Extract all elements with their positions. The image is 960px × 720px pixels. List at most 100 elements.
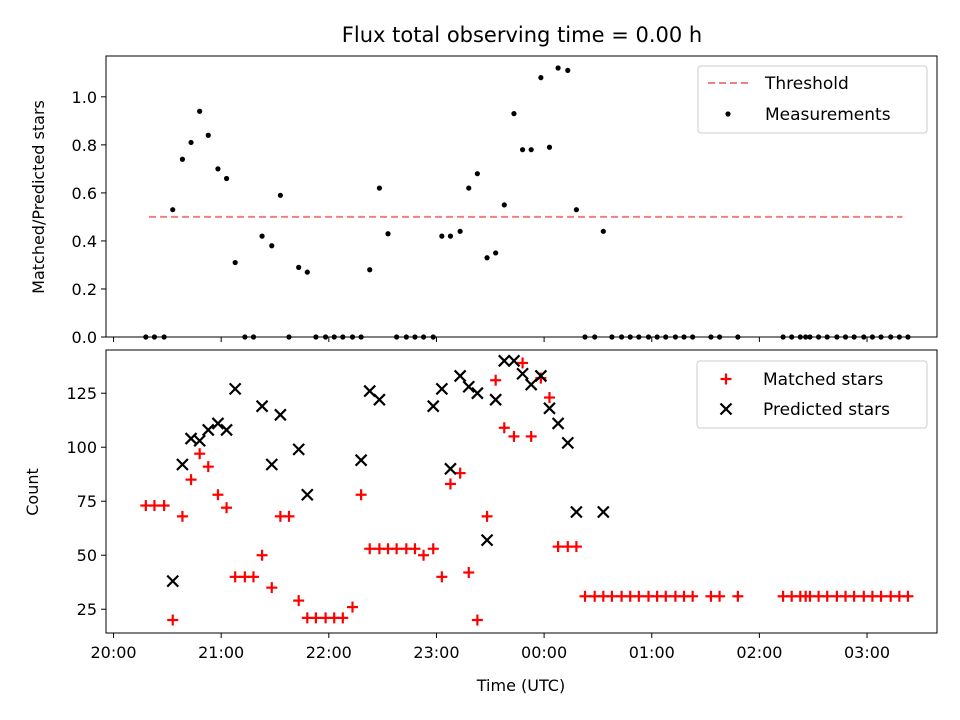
predicted-star-point [426, 399, 440, 413]
x-tick-label: 01:00 [629, 643, 675, 662]
legend-measurement-label: Measurements [765, 105, 891, 125]
matched-star-point [202, 461, 214, 473]
matched-star-point [875, 590, 887, 602]
top-y-tick-label: 1.0 [72, 88, 97, 107]
matched-star-point [525, 430, 537, 442]
top-y-tick-label: 0.4 [72, 232, 97, 251]
matched-star-point [364, 543, 376, 555]
measurement-point [215, 166, 221, 172]
matched-star-point [418, 549, 430, 561]
measurement-point [179, 156, 186, 162]
measurement-point [565, 67, 571, 74]
measurement-point [511, 111, 517, 117]
measurement-point [259, 233, 265, 239]
predicted-star-point [444, 462, 457, 476]
x-tick-label: 00:00 [521, 643, 567, 662]
predicted-star-point [292, 443, 305, 456]
top-y-tick-label: 0.2 [72, 280, 97, 299]
predicted-star-point [551, 417, 565, 430]
matched-star-point [283, 510, 295, 522]
legend-measurement-swatch [725, 111, 731, 117]
bottom-y-tick-label: 75 [77, 492, 97, 511]
bottom-y-tick-label: 125 [66, 384, 97, 403]
predicted-star-point [489, 393, 502, 406]
measurement-point [474, 171, 480, 177]
predicted-star-point [597, 505, 610, 519]
matched-star-point [517, 357, 529, 369]
predicted-stars-points [166, 354, 610, 588]
top-legend-box [697, 65, 928, 134]
predicted-star-point [166, 574, 180, 588]
measurement-point [376, 185, 383, 191]
legend-matched-label: Matched stars [763, 370, 883, 390]
top-x-axis [113, 337, 868, 342]
measurement-point [223, 175, 230, 182]
top-legend: Threshold Measurements [697, 65, 928, 134]
matched-star-point [606, 590, 618, 602]
matched-star-point [570, 541, 582, 553]
predicted-star-point [561, 436, 575, 450]
matched-star-point [543, 392, 555, 404]
legend-predicted-swatch [719, 402, 733, 416]
matched-star-point [229, 571, 241, 583]
measurement-point [501, 202, 507, 208]
measurement-point [519, 147, 526, 153]
matched-star-point [337, 612, 349, 624]
legend-predicted-label: Predicted stars [763, 400, 890, 420]
bottom-legend: Matched stars Predicted stars [696, 360, 928, 429]
predicted-star-point [534, 369, 548, 383]
matched-star-point [498, 422, 510, 434]
predicted-star-point [471, 386, 484, 400]
predicted-star-point [435, 382, 449, 396]
matched-star-point [714, 590, 726, 602]
measurement-point [232, 259, 238, 266]
matched-star-point [158, 500, 170, 512]
top-y-tick-label: 0.8 [72, 136, 97, 155]
predicted-star-point [570, 505, 583, 519]
predicted-star-point [274, 408, 287, 422]
matched-star-point [463, 567, 475, 579]
matched-star-point [409, 543, 421, 555]
measurement-point [546, 144, 553, 150]
top-panel: Matched/Predicted stars 0.0 0.2 0.4 0.6 0.8 1… [29, 55, 938, 347]
predicted-star-point [462, 380, 476, 394]
matched-star-point [221, 502, 233, 514]
bottom-legend-box [696, 360, 928, 429]
matched-star-point [687, 590, 699, 602]
matched-star-point [355, 489, 367, 501]
bottom-axes-frame [105, 349, 938, 634]
measurement-point [573, 207, 579, 213]
measurement-point [296, 264, 302, 270]
matched-star-point [660, 590, 672, 602]
predicted-star-point [176, 458, 189, 471]
matched-star-point [185, 474, 197, 486]
matched-star-point [444, 478, 456, 490]
x-tick-label: 02:00 [736, 643, 782, 662]
matched-star-point [247, 571, 259, 583]
predicted-star-point [453, 369, 467, 383]
measurement-point [170, 207, 176, 213]
top-y-tick-label: 0.0 [72, 328, 97, 347]
matched-star-point [732, 590, 744, 602]
predicted-star-point [516, 367, 529, 381]
bottom-x-axis: 20:00 21:00 22:00 23:00 00:00 01:00 02:00 03:00 [90, 633, 890, 662]
measurement-point [385, 231, 391, 237]
predicted-star-point [228, 382, 242, 396]
matched-star-point [176, 510, 188, 522]
matched-star-point [535, 372, 547, 384]
matched-star-point [148, 500, 160, 512]
measurement-point [466, 185, 472, 191]
matched-star-point [212, 489, 224, 501]
bottom-y-axis-title: Count [23, 468, 42, 516]
x-tick-label: 20:00 [90, 643, 136, 662]
matched-star-point [194, 448, 206, 460]
matched-star-point [633, 590, 645, 602]
matched-star-point [167, 614, 179, 626]
top-y-axis-title: Matched/Predicted stars [29, 100, 48, 294]
measurement-point [205, 132, 211, 138]
predicted-star-point [543, 402, 556, 415]
matched-star-point [391, 543, 403, 555]
measurement-point [528, 147, 534, 153]
x-tick-label: 21:00 [198, 643, 244, 662]
